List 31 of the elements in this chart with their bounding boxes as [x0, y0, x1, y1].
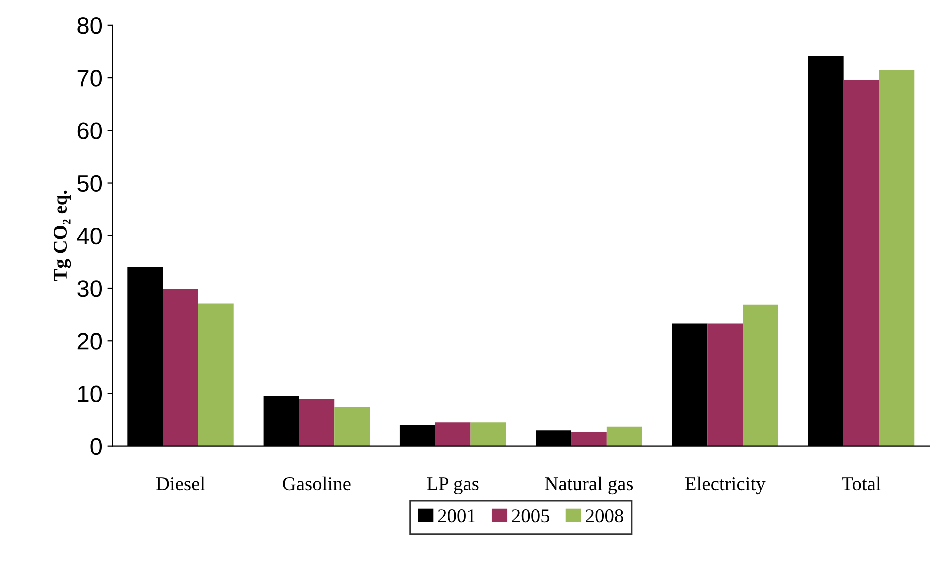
legend-label: 2001	[438, 510, 476, 523]
x-tick-label: LP gas	[427, 478, 479, 495]
y-tick-label: 20	[78, 333, 102, 350]
y-tick-label: 50	[78, 175, 102, 192]
bar	[334, 407, 370, 446]
y-tick-label: 60	[78, 122, 102, 140]
x-tick-label: Gasoline	[283, 476, 351, 491]
x-tick-label: Diesel	[156, 476, 206, 491]
y-tick-label: 80	[78, 17, 102, 34]
bar	[470, 422, 506, 446]
bar	[879, 70, 915, 446]
legend-label: 2008	[586, 510, 624, 523]
y-axis-title: Tg CO₂ eq.	[54, 190, 72, 282]
y-tick-label: 10	[78, 386, 102, 403]
bar	[606, 426, 642, 446]
bar	[708, 324, 744, 446]
x-tick-label: Natural gas	[545, 476, 634, 495]
y-tick-label: 70	[78, 70, 102, 87]
x-tick-label: Total	[842, 476, 881, 491]
bar	[198, 304, 234, 446]
bar	[299, 400, 335, 446]
bar	[743, 304, 778, 446]
y-tick-label: 30	[78, 280, 102, 298]
legend-label: 2005	[512, 510, 550, 523]
y-tick-label: 0	[90, 438, 102, 456]
bar	[572, 432, 607, 446]
bar	[163, 290, 198, 446]
bar	[844, 80, 880, 446]
x-tick-label: Electricity	[685, 476, 766, 495]
y-tick-label: 40	[77, 228, 102, 245]
bar	[435, 422, 471, 446]
